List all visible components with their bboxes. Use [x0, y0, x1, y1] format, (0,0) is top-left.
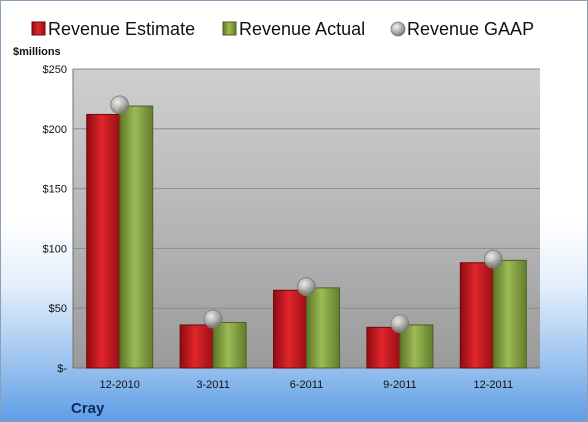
bars [86, 105, 527, 369]
bar-revenue-estimate [86, 113, 121, 369]
bar-revenue-actual [492, 259, 527, 369]
bar-revenue-estimate [459, 262, 494, 369]
bar-revenue-actual [399, 324, 434, 369]
y-tick-label: $200 [43, 124, 67, 136]
x-tick-label: 12-2011 [474, 379, 514, 391]
marker-revenue-gaap [483, 249, 503, 269]
marker-revenue-gaap [297, 277, 316, 297]
bar-revenue-estimate [273, 289, 307, 369]
y-tick-label: $250 [43, 64, 67, 76]
y-tick-label: $50 [49, 303, 67, 315]
bar-revenue-actual [212, 322, 247, 369]
y-tick-label: $- [57, 363, 67, 375]
y-tick-label: $150 [43, 184, 67, 196]
legend-swatch-revenue-estimate [31, 21, 46, 36]
legend-label-revenue-estimate: Revenue Estimate [48, 19, 195, 39]
bar-revenue-actual [306, 287, 340, 369]
legend-swatch-revenue-actual [222, 21, 237, 36]
company-label: Cray [71, 400, 105, 417]
legend-label-revenue-gaap: Revenue GAAP [407, 19, 534, 39]
bar-revenue-estimate [366, 326, 401, 369]
x-tick-label: 3-2011 [196, 379, 229, 391]
gaap-markers [110, 95, 503, 334]
marker-revenue-gaap [110, 95, 130, 115]
legend-label-revenue-actual: Revenue Actual [239, 19, 365, 39]
bar-revenue-estimate [179, 324, 214, 369]
y-axis-ticks: $- $50 $100 $150 $200 $250 [43, 64, 68, 375]
x-tick-label: 12-2010 [100, 379, 140, 391]
x-axis-ticks: 12-2010 3-2011 6-2011 9-2011 12-2011 [100, 379, 514, 391]
x-tick-label: 6-2011 [290, 379, 323, 391]
legend: Revenue Estimate Revenue Actual Revenue GA… [31, 19, 534, 39]
marker-revenue-gaap [203, 309, 223, 329]
legend-swatch-revenue-gaap [390, 21, 406, 37]
y-tick-label: $100 [43, 243, 67, 255]
marker-revenue-gaap [390, 314, 410, 334]
x-tick-label: 9-2011 [383, 379, 416, 391]
bar-revenue-actual [119, 105, 154, 369]
unit-label: $millions [13, 46, 61, 58]
